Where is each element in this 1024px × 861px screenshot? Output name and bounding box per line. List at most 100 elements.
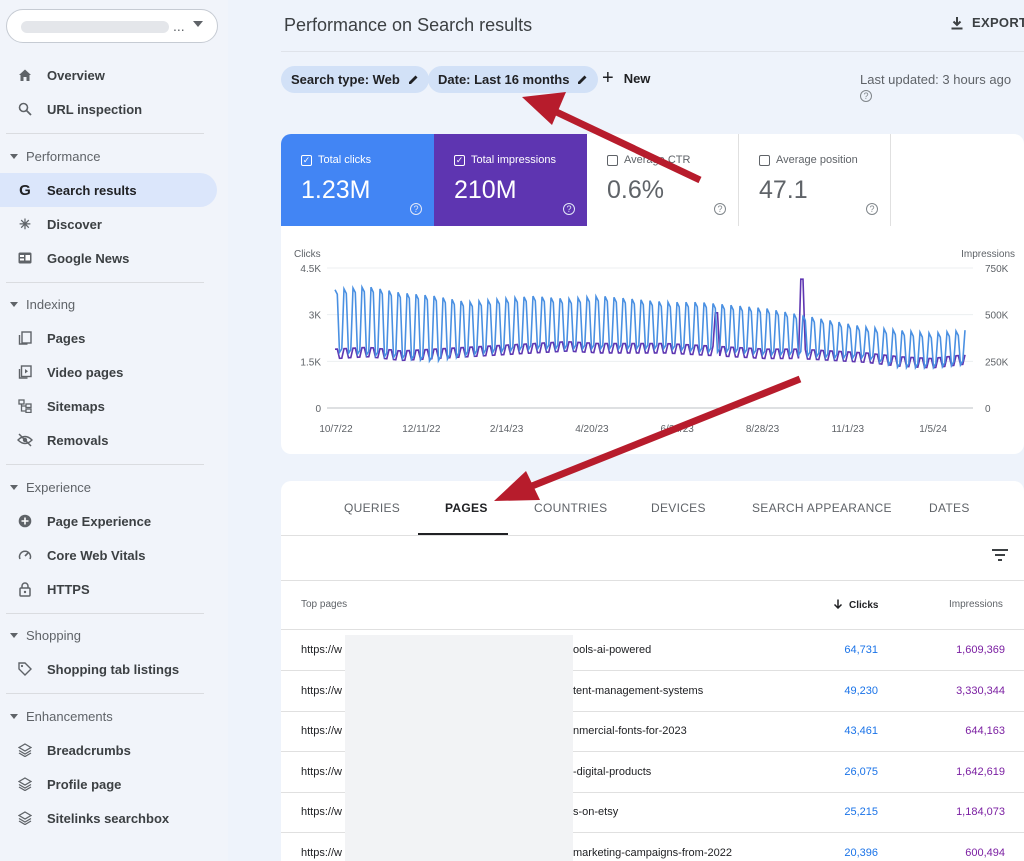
search-icon [17, 101, 33, 117]
metric-total-impressions[interactable]: ✓ Total impressions 210M ? [434, 134, 587, 226]
nav-sitelinks-searchbox[interactable]: Sitelinks searchbox [0, 801, 217, 835]
checkbox-unchecked-icon[interactable] [607, 154, 618, 166]
page-url-end[interactable]: -digital-products [573, 765, 652, 778]
x-tick-label: 1/5/24 [919, 424, 947, 435]
tab-dates[interactable]: DATES [929, 501, 970, 515]
help-icon[interactable]: ? [563, 203, 575, 215]
page-url-end[interactable]: nmercial-fonts-for-2023 [573, 725, 687, 737]
download-icon [951, 16, 963, 29]
tab-queries[interactable]: QUERIES [344, 501, 401, 515]
nav-sitemaps[interactable]: Sitemaps [0, 389, 217, 423]
help-icon[interactable]: ? [714, 203, 726, 215]
page-url-start[interactable]: https://w [301, 846, 342, 859]
help-icon[interactable]: ? [410, 203, 422, 215]
collapse-triangle-icon [10, 301, 18, 307]
page-url-end[interactable]: marketing-campaigns-from-2022 [573, 846, 732, 859]
x-tick-label: 2/14/23 [490, 424, 524, 435]
page-url-start[interactable]: https://w [301, 765, 342, 778]
divider [6, 282, 204, 283]
x-tick-label: 4/20/23 [575, 424, 609, 435]
chevron-down-icon[interactable] [193, 21, 203, 27]
nav-search-results-label: Search results [47, 182, 137, 198]
table-row[interactable]: https://w marketing-campaigns-from-2022 20… [281, 833, 1024, 861]
section-performance[interactable]: Performance [0, 144, 217, 168]
nav-https[interactable]: HTTPS [0, 572, 217, 606]
column-header-impressions[interactable]: Impressions [949, 599, 1003, 610]
plus-icon: + [602, 67, 614, 89]
checkbox-checked-icon[interactable]: ✓ [301, 154, 312, 166]
column-header-top-pages[interactable]: Top pages [301, 599, 348, 610]
table-divider [281, 629, 1024, 630]
column-header-clicks[interactable]: Clicks [833, 599, 878, 611]
page-url-start[interactable]: https://w [301, 725, 342, 737]
tab-countries[interactable]: COUNTRIES [534, 501, 608, 515]
filter-icon[interactable] [991, 548, 1009, 562]
tab-pages[interactable]: PAGES [445, 501, 488, 515]
table-row[interactable]: https://w -digital-products 26,075 1,642,61… [281, 752, 1024, 793]
section-experience[interactable]: Experience [0, 475, 217, 499]
metric-impressions-value: 210M [454, 176, 517, 204]
tab-search-appearance[interactable]: SEARCH APPEARANCE [752, 501, 892, 515]
date-filter-chip[interactable]: Date: Last 16 months [428, 66, 599, 93]
tab-devices[interactable]: DEVICES [651, 501, 706, 515]
metric-total-clicks[interactable]: ✓ Total clicks 1.23M ? [281, 134, 434, 226]
divider [6, 133, 204, 134]
section-shopping[interactable]: Shopping [0, 623, 217, 647]
property-selector[interactable]: ... [6, 9, 218, 43]
table-row[interactable]: https://w tent-management-systems 49,230 3,… [281, 671, 1024, 712]
table-row[interactable]: https://w s-on-etsy 25,215 1,184,073 [281, 792, 1024, 833]
nav-video-pages[interactable]: Video pages [0, 355, 217, 389]
section-enhancements[interactable]: Enhancements [0, 704, 217, 728]
nav-core-web-vitals[interactable]: Core Web Vitals [0, 538, 217, 572]
help-icon[interactable]: ? [860, 90, 872, 102]
page-url-end[interactable]: tent-management-systems [573, 684, 704, 697]
pages-table-card: QUERIES PAGES COUNTRIES DEVICES SEARCH A… [281, 481, 1024, 861]
search-type-filter-chip[interactable]: Search type: Web [281, 66, 429, 93]
nav-shopping-tab-listings[interactable]: Shopping tab listings [0, 652, 217, 686]
nav-overview[interactable]: Overview [0, 58, 217, 92]
metric-average-ctr[interactable]: Average CTR 0.6% ? [587, 134, 739, 226]
row-impressions-value: 1,184,073 [956, 806, 1005, 818]
nav-pages[interactable]: Pages [0, 321, 217, 355]
table-row[interactable]: https://w nmercial-fonts-for-2023 43,461 64… [281, 711, 1024, 752]
collapse-triangle-icon [10, 632, 18, 638]
nav-profile-page[interactable]: Profile page [0, 767, 217, 801]
left-tick-label: 3K [309, 311, 322, 322]
home-icon [17, 67, 33, 83]
page-url-end[interactable]: s-on-etsy [573, 806, 619, 818]
tabs-divider [281, 535, 1024, 536]
nav-removals[interactable]: Removals [0, 423, 217, 457]
export-button[interactable]: EXPORT [950, 15, 1024, 30]
table-divider [281, 710, 1024, 712]
metric-ctr-label: Average CTR [624, 154, 691, 166]
section-indexing[interactable]: Indexing [0, 292, 217, 316]
table-row[interactable]: https://w ools-ai-powered 64,731 1,609,369 [281, 630, 1024, 671]
nav-google-news[interactable]: Google News [0, 241, 217, 275]
page-url-start[interactable]: https://w [301, 684, 342, 697]
row-clicks-value: 43,461 [844, 725, 878, 737]
section-performance-title: Performance [26, 148, 101, 164]
nav-discover[interactable]: ✳ Discover [0, 207, 217, 241]
lock-icon [17, 581, 33, 597]
divider [6, 464, 204, 465]
nav-search-results[interactable]: G Search results [0, 173, 217, 207]
checkbox-unchecked-icon[interactable] [759, 154, 770, 166]
date-filter-label: Date: Last 16 months [438, 72, 570, 87]
page-url-end[interactable]: ools-ai-powered [573, 644, 652, 656]
nav-page-experience[interactable]: Page Experience [0, 504, 217, 538]
nav-overview-label: Overview [47, 67, 105, 83]
new-filter-button[interactable]: + New [602, 67, 650, 89]
property-ellipsis: ... [173, 18, 185, 34]
page-url-start[interactable]: https://w [301, 644, 342, 656]
checkbox-checked-icon[interactable]: ✓ [454, 154, 465, 166]
row-impressions-value: 1,642,619 [956, 765, 1005, 778]
help-icon[interactable]: ? [866, 203, 878, 215]
x-tick-label: 8/28/23 [746, 424, 780, 435]
metric-average-position[interactable]: Average position 47.1 ? [739, 134, 891, 226]
page-url-start[interactable]: https://w [301, 806, 342, 818]
nav-core-web-vitals-label: Core Web Vitals [47, 547, 146, 563]
nav-breadcrumbs[interactable]: Breadcrumbs [0, 733, 217, 767]
nav-breadcrumbs-label: Breadcrumbs [47, 742, 131, 758]
performance-line-chart[interactable]: Clicks Impressions 4.5K 3K 1.5K 0 750K 500K 2… [281, 238, 1024, 448]
nav-url-inspection[interactable]: URL inspection [0, 92, 217, 126]
